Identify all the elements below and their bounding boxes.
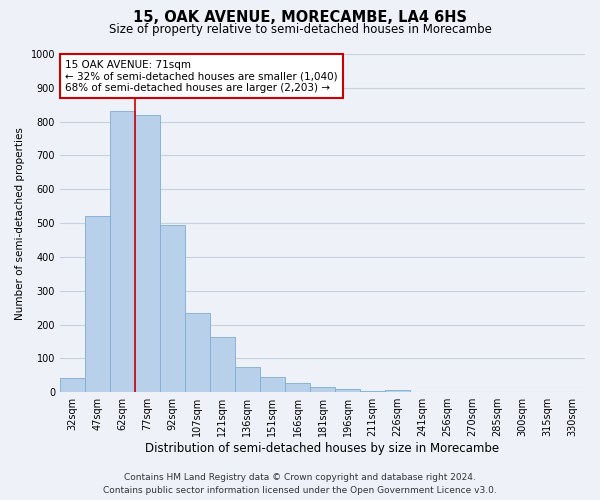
Bar [85, 216, 110, 392]
Bar [335, 389, 360, 392]
Bar [360, 390, 385, 392]
Bar [310, 387, 335, 392]
Bar [210, 337, 235, 392]
Text: 15 OAK AVENUE: 71sqm
← 32% of semi-detached houses are smaller (1,040)
68% of se: 15 OAK AVENUE: 71sqm ← 32% of semi-detac… [65, 60, 338, 93]
Bar [160, 225, 185, 392]
Bar [110, 112, 135, 392]
Bar [285, 382, 310, 392]
Bar [60, 378, 85, 392]
X-axis label: Distribution of semi-detached houses by size in Morecambe: Distribution of semi-detached houses by … [145, 442, 500, 455]
Bar [235, 367, 260, 392]
Bar [185, 312, 210, 392]
Text: Contains HM Land Registry data © Crown copyright and database right 2024.
Contai: Contains HM Land Registry data © Crown c… [103, 474, 497, 495]
Bar [260, 377, 285, 392]
Bar [385, 390, 410, 392]
Text: Size of property relative to semi-detached houses in Morecambe: Size of property relative to semi-detach… [109, 22, 491, 36]
Y-axis label: Number of semi-detached properties: Number of semi-detached properties [15, 126, 25, 320]
Text: 15, OAK AVENUE, MORECAMBE, LA4 6HS: 15, OAK AVENUE, MORECAMBE, LA4 6HS [133, 10, 467, 25]
Bar [135, 115, 160, 392]
